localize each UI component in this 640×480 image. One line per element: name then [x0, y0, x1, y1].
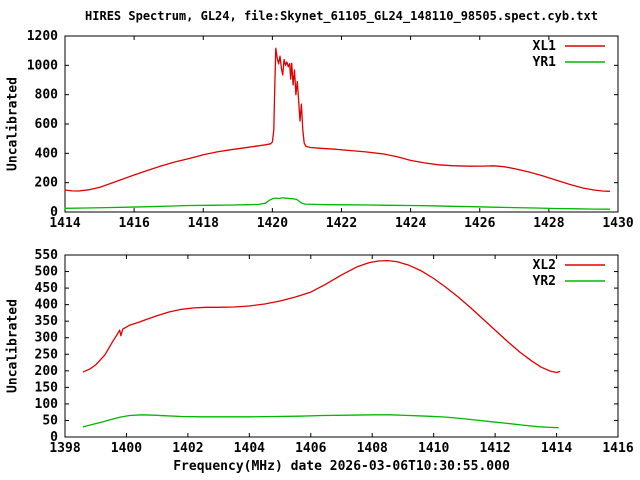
- x-tick-label: 1422: [326, 216, 357, 231]
- legend-label-YR2: YR2: [533, 274, 556, 289]
- y-tick-label: 800: [35, 88, 59, 103]
- series-line-XL1: [64, 47, 611, 192]
- y-tick-label: 300: [35, 331, 59, 346]
- y-tick-label: 350: [35, 314, 59, 329]
- x-tick-label: 1420: [257, 216, 288, 231]
- y-tick-label: 400: [35, 146, 59, 161]
- y-tick-label: 200: [35, 176, 59, 191]
- series-line-YR2: [82, 414, 559, 429]
- x-tick-label: 1424: [395, 216, 426, 231]
- x-tick-label: 1412: [479, 441, 510, 456]
- x-tick-label: 1400: [111, 441, 142, 456]
- x-tick-label: 1414: [49, 216, 80, 231]
- x-tick-label: 1414: [541, 441, 572, 456]
- y-tick-label: 400: [35, 298, 59, 313]
- legend-label-XL2: XL2: [533, 258, 556, 273]
- y-tick-label: 250: [35, 347, 59, 362]
- y-tick-label: 50: [42, 413, 58, 428]
- x-tick-label: 1410: [418, 441, 449, 456]
- y-tick-label: 150: [35, 380, 59, 395]
- y-tick-label: 200: [35, 364, 59, 379]
- x-tick-label: 1418: [188, 216, 219, 231]
- y-tick-label: 0: [50, 430, 58, 445]
- y-tick-label: 1200: [27, 29, 58, 44]
- x-tick-label: 1416: [602, 441, 633, 456]
- y-tick-label: 1000: [27, 58, 58, 73]
- x-tick-label: 1416: [118, 216, 149, 231]
- chart-title: HIRES Spectrum, GL24, file:Skynet_61105_…: [85, 9, 598, 23]
- legend-label-YR1: YR1: [533, 55, 557, 70]
- x-tick-label: 1404: [234, 441, 265, 456]
- x-tick-label: 1428: [533, 216, 564, 231]
- y-tick-label: 550: [35, 248, 59, 263]
- x-axis-label: Frequency(MHz) date 2026-03-06T10:30:55.…: [173, 459, 510, 474]
- y-tick-label: 100: [35, 397, 59, 412]
- legend-label-XL1: XL1: [533, 39, 557, 54]
- y-tick-label: 0: [50, 205, 58, 220]
- y-tick-label: 600: [35, 117, 59, 132]
- x-tick-label: 1408: [357, 441, 388, 456]
- x-tick-label: 1426: [464, 216, 495, 231]
- x-tick-label: 1430: [602, 216, 633, 231]
- series-line-YR1: [64, 197, 611, 210]
- series-line-XL2: [82, 259, 561, 374]
- y-tick-label: 450: [35, 281, 59, 296]
- x-tick-label: 1406: [295, 441, 326, 456]
- x-tick-label: 1398: [49, 441, 80, 456]
- bottom-panel-border: [64, 254, 619, 438]
- y-tick-label: 500: [35, 265, 59, 280]
- x-tick-label: 1402: [172, 441, 203, 456]
